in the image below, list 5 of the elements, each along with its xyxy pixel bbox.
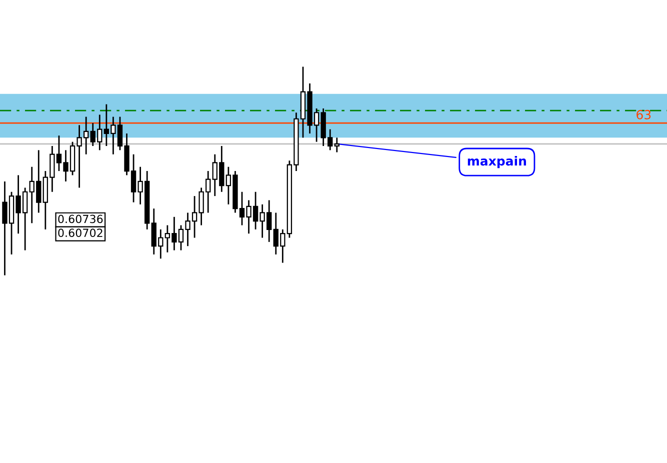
- annotation: 0.60702: [58, 228, 102, 238]
- candlestick: [334, 136, 340, 153]
- annotation: maxpain: [468, 156, 526, 168]
- annotation: 63: [636, 110, 651, 120]
- annotation: 0.60736: [58, 214, 103, 224]
